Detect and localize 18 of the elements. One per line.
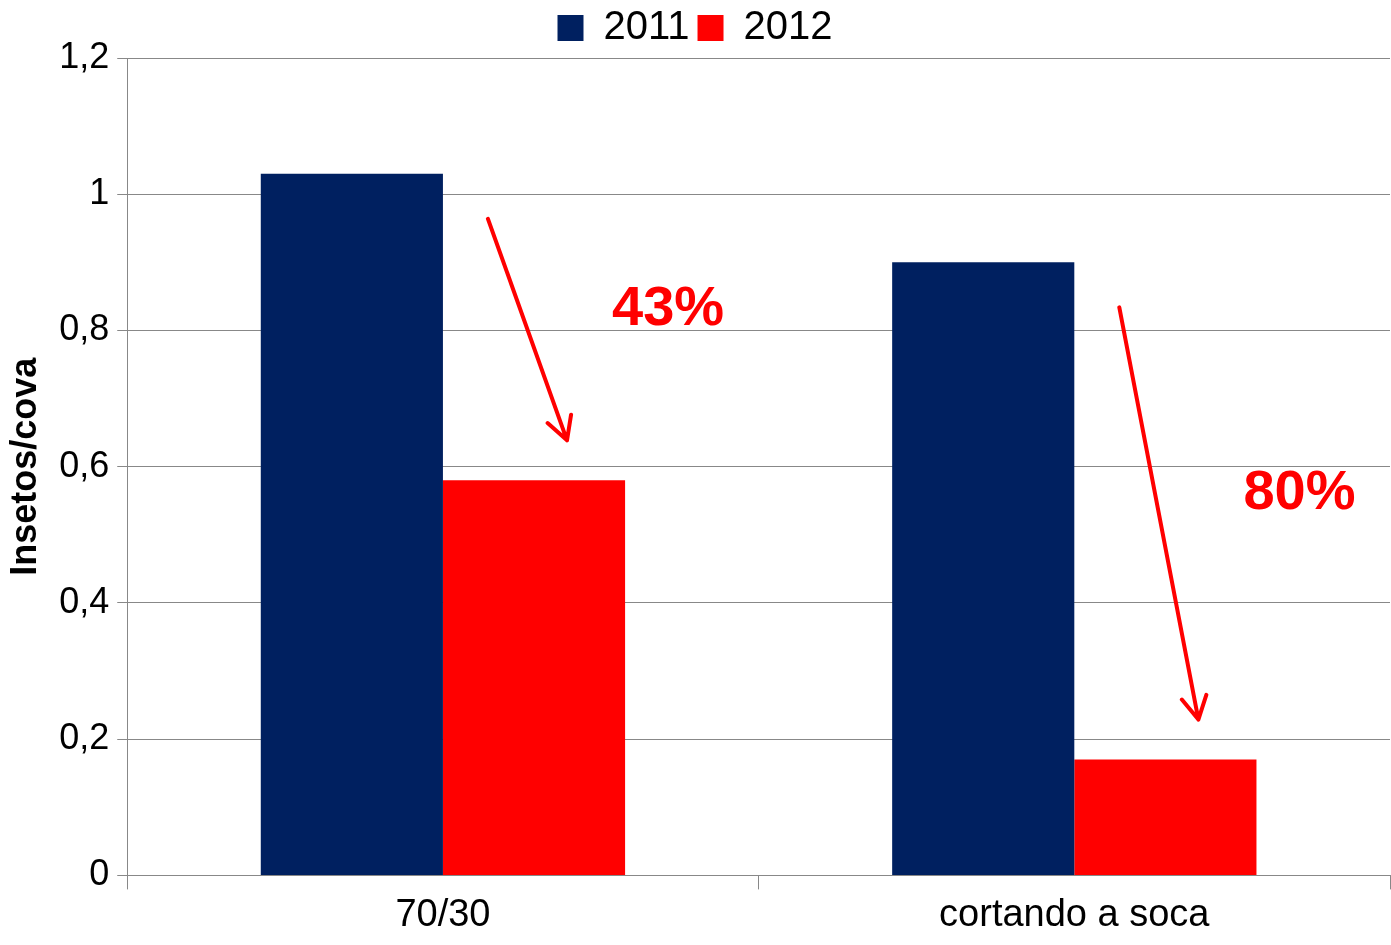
y-tick-label: 0,6 xyxy=(59,443,110,485)
bar xyxy=(1074,759,1257,875)
y-tick-label: 1,2 xyxy=(59,34,110,76)
annotation: 43% xyxy=(612,274,725,337)
bar xyxy=(892,262,1075,875)
legend-label: 2011 xyxy=(603,3,690,48)
annotation: 80% xyxy=(1243,457,1356,521)
bar xyxy=(442,480,626,875)
legend-label: 2012 xyxy=(743,3,833,48)
bar xyxy=(260,173,443,875)
y-axis-title: Insetos/cova xyxy=(2,356,44,576)
x-tick-label: 70/30 xyxy=(395,891,491,934)
y-tick-label: 1 xyxy=(89,171,110,213)
x-tick-label: cortando a soca xyxy=(939,891,1211,934)
y-tick-label: 0,4 xyxy=(59,579,110,621)
y-tick-label: 0 xyxy=(89,852,110,894)
y-tick-label: 0,2 xyxy=(59,716,110,758)
y-tick-label: 0,8 xyxy=(59,307,110,349)
